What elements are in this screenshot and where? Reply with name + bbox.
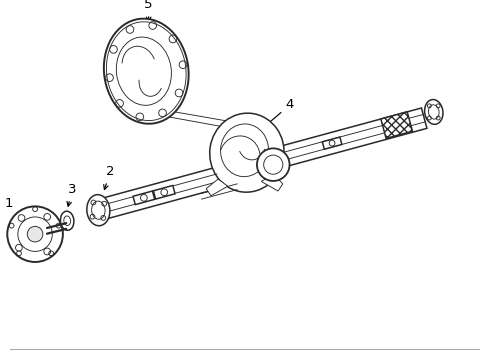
Polygon shape bbox=[206, 179, 227, 196]
Ellipse shape bbox=[61, 211, 74, 230]
Polygon shape bbox=[95, 167, 221, 220]
Ellipse shape bbox=[103, 19, 188, 124]
Text: 3: 3 bbox=[67, 183, 76, 206]
Text: 2: 2 bbox=[103, 165, 114, 189]
Polygon shape bbox=[153, 185, 175, 199]
Circle shape bbox=[256, 148, 289, 181]
Ellipse shape bbox=[209, 113, 284, 192]
Text: 5: 5 bbox=[144, 0, 153, 22]
Polygon shape bbox=[380, 112, 412, 139]
Circle shape bbox=[7, 206, 63, 262]
Ellipse shape bbox=[87, 195, 110, 226]
Text: 4: 4 bbox=[259, 98, 294, 131]
Polygon shape bbox=[322, 137, 341, 149]
Text: 1: 1 bbox=[4, 197, 21, 224]
Polygon shape bbox=[261, 174, 282, 191]
Circle shape bbox=[27, 226, 43, 242]
Polygon shape bbox=[133, 191, 154, 204]
Ellipse shape bbox=[424, 99, 442, 124]
Polygon shape bbox=[272, 108, 426, 168]
